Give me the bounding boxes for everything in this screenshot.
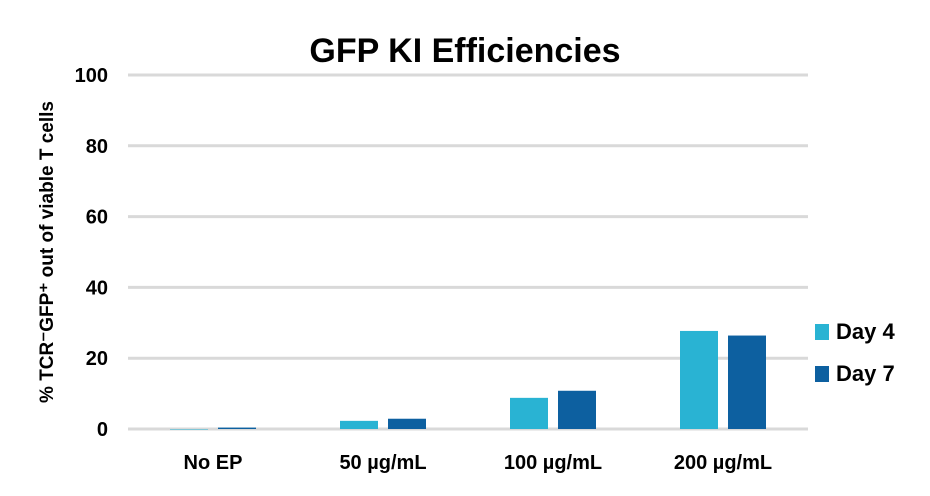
x-tick-label: 50 µg/mL [339,452,426,474]
bar-day-7 [558,390,596,429]
legend-swatch [815,324,829,340]
x-tick-label: 200 µg/mL [674,452,772,474]
bar-day-4 [170,429,208,430]
chart-title: GFP KI Efficiencies [309,32,620,70]
legend-label: Day 7 [836,361,895,386]
legend-label: Day 4 [836,319,895,344]
y-tick-label: 60 [86,207,108,229]
x-tick-label: No EP [184,452,243,474]
legend-swatch [815,366,829,382]
y-tick-label: 100 [75,65,108,87]
bar-day-4 [680,330,718,429]
x-tick-label: 100 µg/mL [504,452,602,474]
bar-day-7 [388,418,426,429]
bar-day-4 [510,397,548,429]
bar-day-7 [218,427,256,429]
y-tick-label: 40 [86,277,108,299]
y-tick-label: 80 [86,136,108,158]
bar-day-4 [340,420,378,429]
y-tick-label: 0 [97,419,108,441]
bar-day-7 [728,335,766,429]
y-tick-label: 20 [86,348,108,370]
y-axis-label: % TCR⁻GFP⁺ out of viable T cells [37,101,58,403]
